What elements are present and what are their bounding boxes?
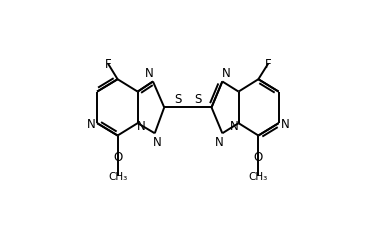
Text: CH₃: CH₃	[108, 171, 127, 181]
Text: O: O	[113, 150, 122, 163]
Text: N: N	[144, 67, 153, 80]
Text: N: N	[215, 136, 224, 149]
Text: N: N	[230, 120, 239, 133]
Text: F: F	[265, 58, 271, 71]
Text: N: N	[280, 117, 289, 130]
Text: N: N	[87, 117, 95, 130]
Text: F: F	[105, 58, 111, 71]
Text: N: N	[153, 136, 162, 149]
Text: N: N	[222, 67, 231, 80]
Text: S: S	[194, 93, 201, 106]
Text: S: S	[175, 93, 182, 106]
Text: O: O	[254, 150, 263, 163]
Text: N: N	[137, 120, 146, 133]
Text: CH₃: CH₃	[249, 171, 268, 181]
